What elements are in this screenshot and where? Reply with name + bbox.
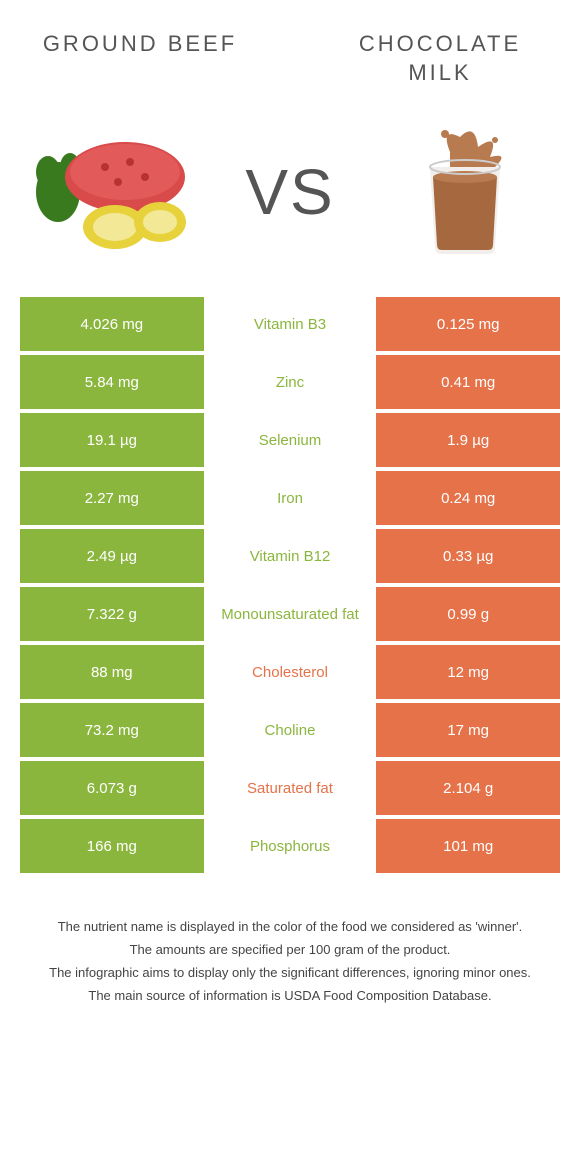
nutrient-name-cell: Vitamin B3 <box>204 297 377 351</box>
right-value-cell: 17 mg <box>376 703 560 757</box>
nutrient-name-cell: Zinc <box>204 355 377 409</box>
footer-notes: The nutrient name is displayed in the co… <box>0 877 580 1028</box>
nutrient-name-cell: Saturated fat <box>204 761 377 815</box>
left-value-cell: 2.49 µg <box>20 529 204 583</box>
left-value-cell: 7.322 g <box>20 587 204 641</box>
nutrient-name-cell: Selenium <box>204 413 377 467</box>
right-value-cell: 0.33 µg <box>376 529 560 583</box>
right-value-cell: 0.125 mg <box>376 297 560 351</box>
nutrient-name-cell: Iron <box>204 471 377 525</box>
right-value-cell: 0.99 g <box>376 587 560 641</box>
table-row: 5.84 mgZinc0.41 mg <box>20 355 560 409</box>
table-row: 166 mgPhosphorus101 mg <box>20 819 560 873</box>
left-value-cell: 88 mg <box>20 645 204 699</box>
table-row: 73.2 mgCholine17 mg <box>20 703 560 757</box>
left-value-cell: 4.026 mg <box>20 297 204 351</box>
footer-line-1: The nutrient name is displayed in the co… <box>40 917 540 938</box>
left-value-cell: 5.84 mg <box>20 355 204 409</box>
table-row: 7.322 gMonounsaturated fat0.99 g <box>20 587 560 641</box>
chocolate-milk-image <box>370 112 550 272</box>
left-value-cell: 166 mg <box>20 819 204 873</box>
ground-beef-image <box>30 112 210 272</box>
nutrient-name-cell: Monounsaturated fat <box>204 587 377 641</box>
nutrient-table: 4.026 mgVitamin B30.125 mg5.84 mgZinc0.4… <box>0 297 580 873</box>
footer-line-4: The main source of information is USDA F… <box>40 986 540 1007</box>
nutrient-name-cell: Choline <box>204 703 377 757</box>
right-value-cell: 0.24 mg <box>376 471 560 525</box>
header: GROUND BEEF CHOCOLATE MILK <box>0 0 580 97</box>
right-value-cell: 1.9 µg <box>376 413 560 467</box>
images-row: VS <box>0 97 580 297</box>
nutrient-name-cell: Phosphorus <box>204 819 377 873</box>
table-row: 88 mgCholesterol12 mg <box>20 645 560 699</box>
table-row: 2.27 mgIron0.24 mg <box>20 471 560 525</box>
footer-line-3: The infographic aims to display only the… <box>40 963 540 984</box>
right-value-cell: 101 mg <box>376 819 560 873</box>
footer-line-2: The amounts are specified per 100 gram o… <box>40 940 540 961</box>
right-value-cell: 2.104 g <box>376 761 560 815</box>
right-value-cell: 0.41 mg <box>376 355 560 409</box>
left-value-cell: 73.2 mg <box>20 703 204 757</box>
right-food-title: CHOCOLATE MILK <box>340 30 540 87</box>
right-value-cell: 12 mg <box>376 645 560 699</box>
vs-label: VS <box>245 155 334 229</box>
left-value-cell: 19.1 µg <box>20 413 204 467</box>
left-value-cell: 6.073 g <box>20 761 204 815</box>
nutrient-name-cell: Cholesterol <box>204 645 377 699</box>
table-row: 19.1 µgSelenium1.9 µg <box>20 413 560 467</box>
nutrient-name-cell: Vitamin B12 <box>204 529 377 583</box>
left-value-cell: 2.27 mg <box>20 471 204 525</box>
left-food-title: GROUND BEEF <box>40 30 240 87</box>
table-row: 4.026 mgVitamin B30.125 mg <box>20 297 560 351</box>
table-row: 6.073 gSaturated fat2.104 g <box>20 761 560 815</box>
table-row: 2.49 µgVitamin B120.33 µg <box>20 529 560 583</box>
